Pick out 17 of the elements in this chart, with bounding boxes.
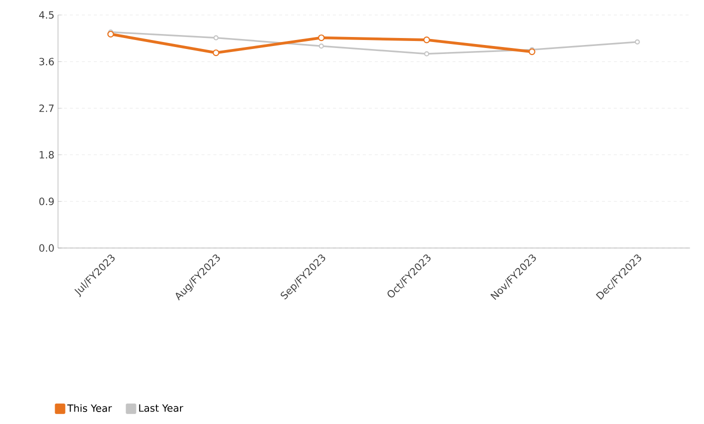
y-tick-label: 1.8 <box>40 151 54 159</box>
point <box>528 48 536 56</box>
y-tick-label: 0.9 <box>39 198 54 206</box>
y-tick-label: 4.5 <box>39 11 54 19</box>
point <box>423 36 430 44</box>
point <box>318 34 325 42</box>
point <box>318 44 324 49</box>
point <box>212 49 220 56</box>
point <box>634 39 640 44</box>
legend-label: This Year <box>67 404 112 412</box>
point <box>424 51 430 56</box>
y-tick-label: 3.6 <box>39 58 54 66</box>
y-tick-label: 2.7 <box>39 104 54 112</box>
point <box>107 30 114 38</box>
legend-label: Last Year <box>139 404 184 412</box>
y-tick-label: 0.0 <box>39 244 54 252</box>
point <box>213 35 219 40</box>
